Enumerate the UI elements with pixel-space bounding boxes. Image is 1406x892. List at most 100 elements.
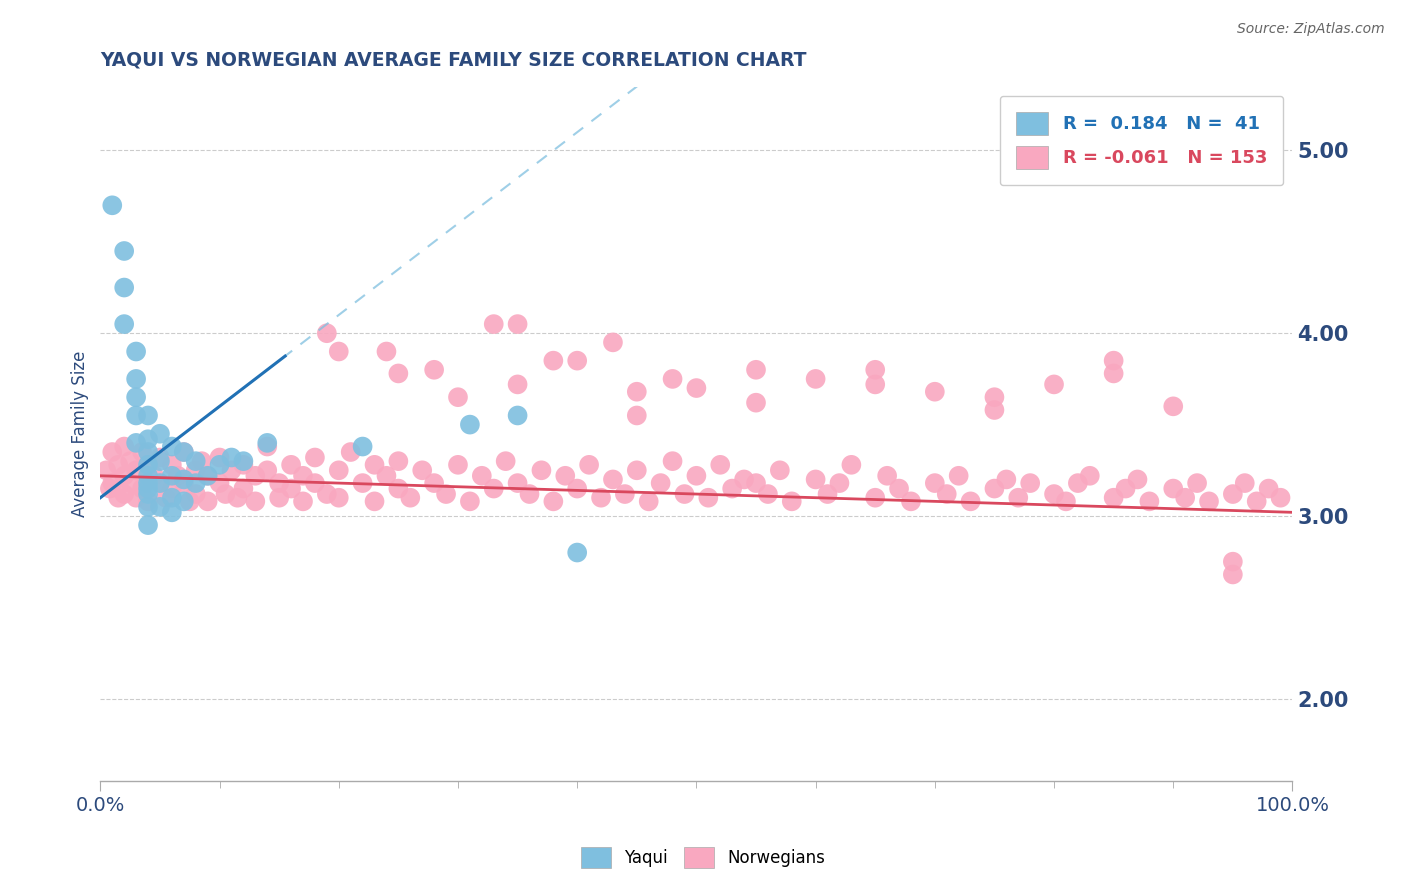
Point <box>863 363 886 377</box>
Point <box>661 372 683 386</box>
Point <box>352 440 374 454</box>
Point <box>863 377 886 392</box>
Point <box>745 395 768 409</box>
Point <box>221 450 243 465</box>
Point <box>1185 476 1208 491</box>
Point <box>304 476 326 491</box>
Point <box>1102 491 1125 505</box>
Point <box>160 468 183 483</box>
Point <box>1078 468 1101 483</box>
Point <box>1257 482 1279 496</box>
Point <box>107 458 129 472</box>
Text: YAQUI VS NORWEGIAN AVERAGE FAMILY SIZE CORRELATION CHART: YAQUI VS NORWEGIAN AVERAGE FAMILY SIZE C… <box>100 51 807 70</box>
Point <box>208 450 231 465</box>
Point <box>828 476 851 491</box>
Point <box>160 482 183 496</box>
Point <box>232 482 254 496</box>
Point <box>149 454 172 468</box>
Point <box>983 482 1005 496</box>
Point <box>626 409 648 423</box>
Point <box>245 468 267 483</box>
Point <box>458 417 481 432</box>
Point <box>155 491 177 505</box>
Point <box>756 487 779 501</box>
Point <box>804 372 827 386</box>
Point <box>1161 482 1184 496</box>
Point <box>506 317 529 331</box>
Point <box>214 487 236 501</box>
Point <box>1019 476 1042 491</box>
Point <box>363 494 385 508</box>
Point <box>1222 555 1244 569</box>
Point <box>697 491 720 505</box>
Point <box>567 545 589 559</box>
Point <box>482 317 505 331</box>
Point <box>136 458 159 472</box>
Point <box>995 472 1018 486</box>
Point <box>136 500 159 514</box>
Point <box>136 445 159 459</box>
Point <box>136 409 159 423</box>
Point <box>411 463 433 477</box>
Point <box>256 463 278 477</box>
Point <box>184 487 207 501</box>
Point <box>131 445 153 459</box>
Point <box>876 468 898 483</box>
Point <box>101 445 124 459</box>
Point <box>160 440 183 454</box>
Point <box>1270 491 1292 505</box>
Point <box>543 353 565 368</box>
Point <box>149 500 172 514</box>
Point <box>269 476 291 491</box>
Point <box>197 468 219 483</box>
Point <box>149 426 172 441</box>
Point <box>315 487 337 501</box>
Point <box>841 458 863 472</box>
Point <box>589 491 612 505</box>
Point <box>125 463 148 477</box>
Point <box>1043 487 1066 501</box>
Point <box>543 494 565 508</box>
Point <box>125 372 148 386</box>
Point <box>101 198 124 212</box>
Legend: Yaqui, Norwegians: Yaqui, Norwegians <box>574 840 832 875</box>
Point <box>143 468 166 483</box>
Point <box>184 476 207 491</box>
Point <box>149 476 172 491</box>
Point <box>136 432 159 446</box>
Point <box>136 482 159 496</box>
Point <box>328 463 350 477</box>
Point <box>131 482 153 496</box>
Point <box>1067 476 1090 491</box>
Point <box>226 491 249 505</box>
Point <box>983 403 1005 417</box>
Point <box>935 487 957 501</box>
Point <box>160 491 183 505</box>
Point <box>471 468 494 483</box>
Point <box>136 494 159 508</box>
Point <box>112 468 135 483</box>
Point <box>98 482 121 496</box>
Point <box>554 468 576 483</box>
Point <box>817 487 839 501</box>
Point <box>983 390 1005 404</box>
Point <box>107 491 129 505</box>
Point <box>423 363 446 377</box>
Point <box>375 344 398 359</box>
Point <box>173 476 195 491</box>
Point <box>1007 491 1029 505</box>
Point <box>924 384 946 399</box>
Point <box>149 476 172 491</box>
Point <box>1102 367 1125 381</box>
Point <box>637 494 659 508</box>
Point <box>315 326 337 341</box>
Point <box>1222 487 1244 501</box>
Point <box>96 463 118 477</box>
Point <box>399 491 422 505</box>
Point <box>626 463 648 477</box>
Point <box>136 476 159 491</box>
Point <box>112 244 135 258</box>
Point <box>208 476 231 491</box>
Point <box>1246 494 1268 508</box>
Point <box>780 494 803 508</box>
